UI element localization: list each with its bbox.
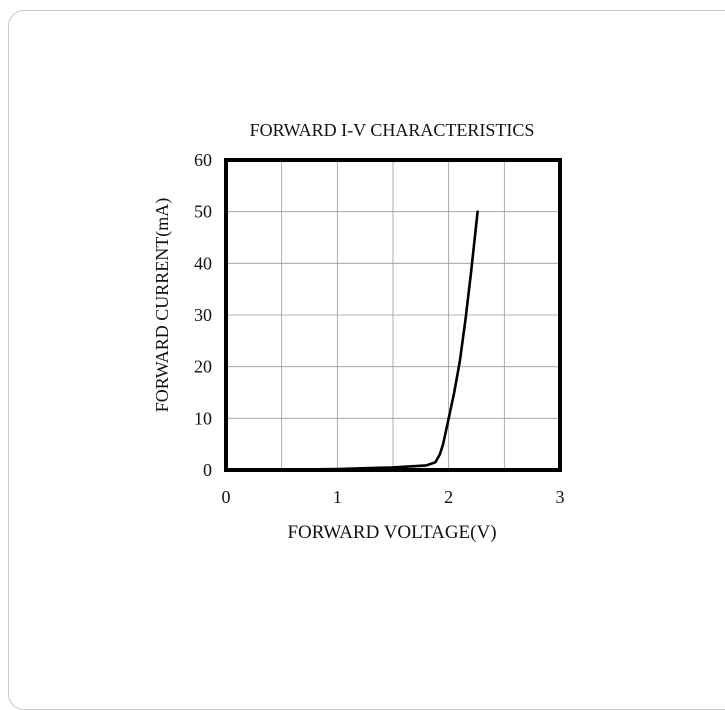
x-tick-label: 1 bbox=[333, 487, 342, 507]
x-tick-labels: 0 1 2 3 bbox=[222, 487, 565, 507]
series-group bbox=[224, 210, 479, 472]
y-tick-label: 60 bbox=[194, 150, 212, 170]
chart: FORWARD I-V CHARACTERISTICS 0 1 2 3 0 10 20 30… bbox=[152, 120, 565, 543]
gridlines bbox=[226, 160, 560, 470]
y-tick-label: 0 bbox=[203, 460, 212, 480]
y-tick-label: 30 bbox=[194, 305, 212, 325]
x-tick-label: 0 bbox=[222, 487, 231, 507]
chart-title: FORWARD I-V CHARACTERISTICS bbox=[250, 120, 535, 140]
plot-frame bbox=[224, 158, 562, 472]
x-tick-label: 3 bbox=[556, 487, 565, 507]
y-tick-labels: 0 10 20 30 40 50 60 bbox=[194, 150, 212, 480]
x-axis-label: FORWARD VOLTAGE(V) bbox=[287, 522, 496, 543]
y-tick-label: 40 bbox=[194, 253, 212, 273]
y-tick-label: 10 bbox=[194, 408, 212, 428]
y-axis-label: FORWARD CURRENT(mA) bbox=[152, 198, 173, 413]
iv-curve-line bbox=[224, 210, 479, 472]
x-tick-label: 2 bbox=[444, 487, 453, 507]
chart-card bbox=[8, 10, 725, 710]
y-tick-label: 50 bbox=[194, 202, 212, 222]
y-tick-label: 20 bbox=[194, 357, 212, 377]
